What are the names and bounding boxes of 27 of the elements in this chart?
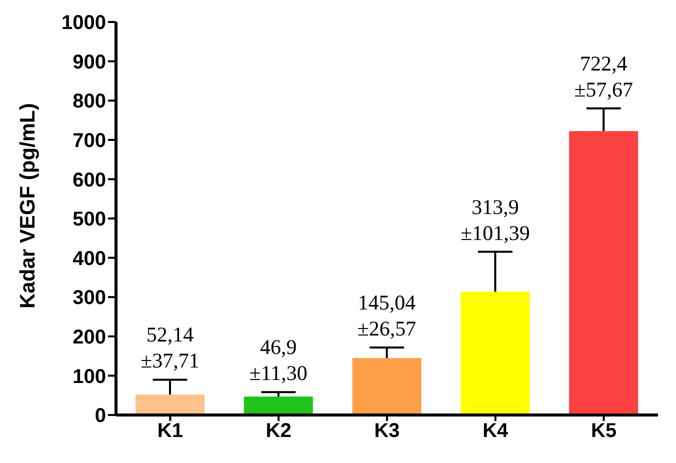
bar — [244, 396, 313, 415]
data-label: 46,9 ±11,30 — [249, 335, 308, 386]
bar — [460, 292, 530, 415]
y-axis-title: Kadar VEGF (pg/mL) — [16, 103, 40, 308]
bar — [136, 394, 205, 415]
y-tick-label: 600 — [72, 169, 106, 192]
x-tick-label: K1 — [157, 420, 183, 442]
y-tick-label: 800 — [72, 90, 106, 113]
data-label: 145,04 ±26,57 — [357, 290, 416, 341]
y-tick-label: 300 — [72, 287, 106, 310]
bar — [569, 131, 638, 415]
y-tick-label: 700 — [72, 130, 106, 152]
y-tick-label: 500 — [72, 208, 106, 231]
y-tick-label: 200 — [72, 326, 106, 348]
x-tick-label: K2 — [266, 420, 292, 442]
y-tick-label: 1000 — [62, 12, 106, 34]
x-tick-label: K3 — [374, 420, 400, 442]
data-label: 52,14 ±37,71 — [140, 322, 200, 373]
y-tick-label: 900 — [72, 51, 106, 74]
y-tick-label: 100 — [72, 366, 106, 388]
data-label: 722,4 ±57,67 — [574, 51, 634, 102]
x-tick-label: K4 — [482, 420, 510, 442]
y-tick-label: 0 — [94, 405, 106, 428]
y-tick-label: 400 — [72, 248, 106, 270]
data-label: 313,9 ±101,39 — [460, 194, 530, 245]
x-tick-label: K5 — [591, 420, 617, 442]
bar — [352, 358, 422, 415]
